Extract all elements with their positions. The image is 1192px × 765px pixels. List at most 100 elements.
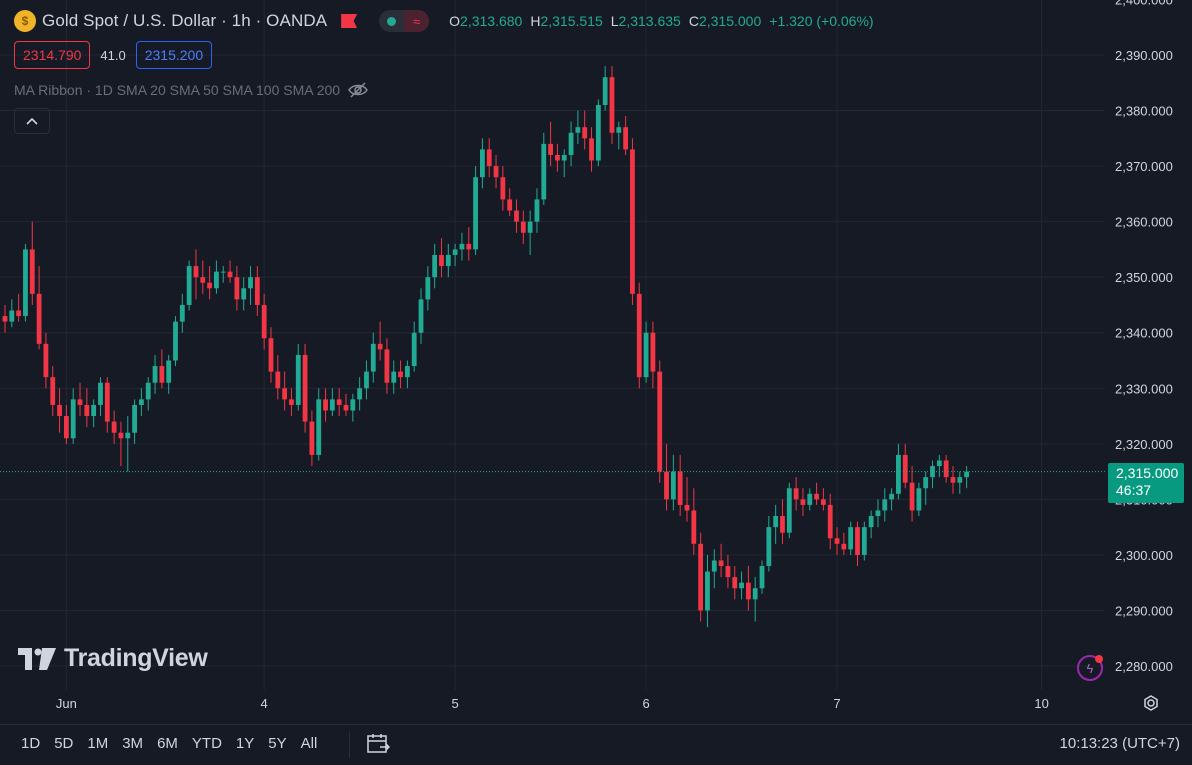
range-1m[interactable]: 1M: [87, 735, 109, 752]
candle: [602, 66, 608, 111]
candle-body: [534, 199, 540, 222]
candle-body: [725, 566, 731, 578]
range-1y[interactable]: 1Y: [235, 735, 255, 752]
candle: [357, 377, 363, 411]
buy-button[interactable]: 2315.200: [135, 41, 213, 69]
candle-body: [807, 493, 813, 505]
candle: [186, 260, 192, 311]
sell-button[interactable]: 2314.790: [14, 41, 91, 69]
candle-body: [370, 343, 376, 372]
range-5y[interactable]: 5Y: [268, 735, 287, 752]
candle: [439, 238, 444, 278]
y-tick-label: 2,370.000: [1115, 159, 1173, 174]
hide-eye-icon[interactable]: [348, 82, 368, 98]
candle: [302, 343, 308, 433]
candle-body: [323, 399, 328, 411]
timezone-clock[interactable]: 10:13:23 (UTC+7): [1059, 735, 1180, 752]
candle-body: [493, 166, 499, 178]
range-all[interactable]: All: [300, 735, 318, 752]
candle-body: [623, 127, 629, 150]
candle: [643, 321, 649, 383]
candle: [793, 477, 799, 511]
y-tick-label: 2,280.000: [1115, 659, 1173, 674]
collapse-legend-button[interactable]: [14, 108, 50, 134]
candle-body: [616, 127, 622, 133]
candle: [268, 327, 274, 383]
candle-body: [936, 460, 942, 467]
symbol-title[interactable]: Gold Spot / U.S. Dollar · 1h · OANDA: [42, 11, 328, 30]
go-to-date-calendar-icon[interactable]: [366, 733, 390, 755]
candle: [486, 138, 492, 178]
candle-body: [207, 282, 212, 289]
candle-body: [882, 499, 888, 511]
range-6m[interactable]: 6M: [157, 735, 178, 752]
settings-gear-icon[interactable]: [1140, 692, 1162, 714]
toolbar-divider: [349, 732, 350, 758]
candle: [834, 527, 840, 555]
candle: [800, 488, 806, 517]
candle-body: [527, 221, 533, 233]
candle: [691, 488, 697, 555]
range-ytd[interactable]: YTD: [191, 735, 222, 752]
candle: [930, 460, 935, 489]
candle-body: [329, 399, 335, 411]
candle-body: [57, 404, 62, 417]
candle: [159, 349, 165, 389]
candle: [766, 516, 772, 572]
candle-body: [145, 382, 151, 400]
candle: [309, 410, 315, 467]
symbol-header[interactable]: $ Gold Spot / U.S. Dollar · 1h · OANDA ≈…: [14, 8, 874, 34]
y-tick-label: 2,390.000: [1115, 48, 1173, 63]
indicator-legend[interactable]: MA Ribbon · 1D SMA 20 SMA 50 SMA 100 SMA…: [14, 82, 368, 98]
candle: [773, 504, 779, 544]
candle-body: [875, 510, 881, 517]
range-5d[interactable]: 5D: [54, 735, 74, 752]
candle-body: [602, 77, 608, 105]
candle-body: [800, 499, 806, 505]
indicator-label: MA Ribbon · 1D SMA 20 SMA 50 SMA 100 SMA…: [14, 82, 341, 98]
candle-body: [930, 466, 935, 478]
candle: [902, 443, 908, 489]
candle-body: [902, 454, 908, 483]
candle-body: [514, 210, 519, 222]
candle: [698, 532, 704, 622]
gold-coin-icon: $: [14, 10, 36, 32]
candle: [718, 543, 724, 578]
candle: [179, 293, 185, 333]
candle: [527, 210, 533, 255]
candle-body: [139, 399, 144, 405]
candle-body: [445, 254, 451, 267]
wave-icon: ≈: [404, 10, 430, 32]
candle: [118, 421, 124, 467]
candle-body: [432, 254, 438, 278]
candle-body: [104, 382, 110, 422]
x-tick-label: 10: [1034, 696, 1048, 711]
candle-body: [745, 582, 751, 600]
candle-body: [670, 471, 676, 500]
candle: [77, 382, 83, 417]
candle-body: [459, 243, 465, 250]
candle: [132, 399, 137, 444]
candle-body: [773, 516, 779, 528]
candle-body: [227, 271, 233, 278]
chart-grid: [0, 0, 1105, 690]
candle: [16, 293, 22, 322]
candle: [254, 266, 260, 317]
candle: [616, 121, 622, 150]
lightning-alert-icon[interactable]: ϟ: [1077, 655, 1103, 681]
range-3m[interactable]: 3M: [122, 735, 144, 752]
flag-icon[interactable]: [341, 14, 358, 28]
candle-body: [254, 277, 260, 305]
range-1d[interactable]: 1D: [21, 735, 41, 752]
candle: [711, 549, 717, 589]
candle: [98, 377, 103, 417]
candle-body: [357, 388, 363, 400]
market-status-pill[interactable]: ≈: [379, 10, 430, 32]
candle-body: [84, 404, 90, 417]
tradingview-watermark[interactable]: TradingView: [18, 644, 208, 673]
candle-body: [698, 543, 704, 611]
time-axis: Jun4567101112: [56, 696, 1049, 711]
candle: [50, 366, 56, 417]
candle-body: [555, 154, 560, 161]
